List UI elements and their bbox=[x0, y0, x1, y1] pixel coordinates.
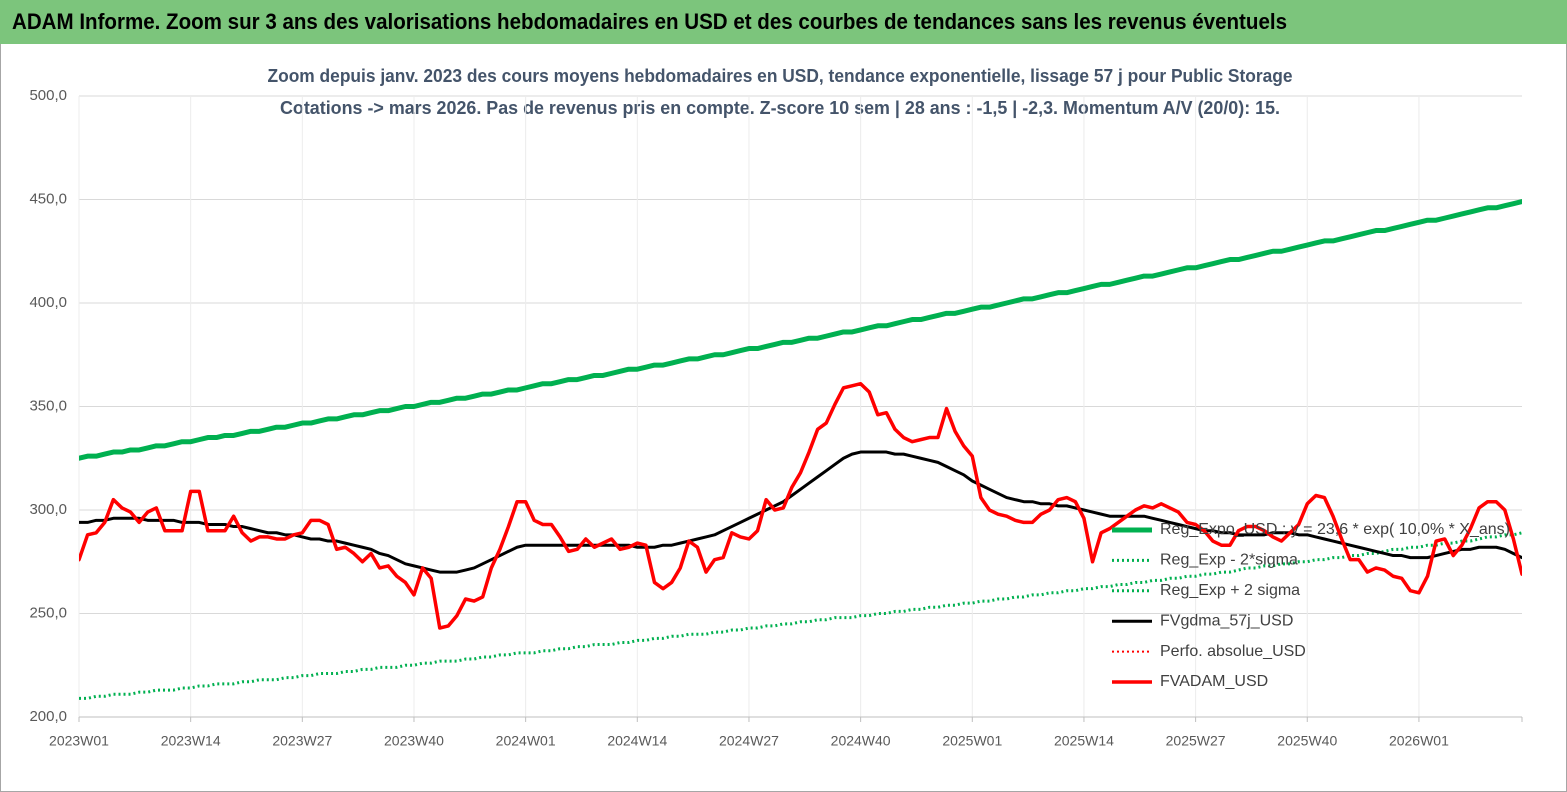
legend-label: Reg_Exp + 2 sigma bbox=[1160, 582, 1300, 599]
y-tick-label: 450,0 bbox=[29, 190, 67, 207]
chart-title: ADAM Informe. Zoom sur 3 ans des valoris… bbox=[12, 9, 1287, 34]
y-tick-label: 500,0 bbox=[29, 87, 67, 104]
x-tick-label: 2024W01 bbox=[496, 733, 556, 749]
x-tick-label: 2024W27 bbox=[719, 733, 779, 749]
x-tick-label: 2024W14 bbox=[607, 733, 667, 749]
x-tick-label: 2023W27 bbox=[272, 733, 332, 749]
chart-subtitle: Zoom depuis janv. 2023 des cours moyens … bbox=[268, 66, 1293, 86]
series-line bbox=[79, 531, 1522, 700]
series-line bbox=[79, 450, 1522, 574]
legend-label: Reg_Expo_USD : y = 23,6 * exp( 10,0% * X… bbox=[1160, 521, 1510, 538]
x-tick-label: 2026W01 bbox=[1389, 733, 1449, 749]
legend-label: FVADAM_USD bbox=[1160, 673, 1268, 690]
y-tick-label: 400,0 bbox=[29, 294, 67, 311]
x-tick-label: 2025W40 bbox=[1277, 733, 1337, 749]
y-tick-label: 350,0 bbox=[29, 397, 67, 414]
x-tick-label: 2023W01 bbox=[49, 733, 109, 749]
x-tick-label: 2025W27 bbox=[1166, 733, 1226, 749]
header-bar bbox=[0, 0, 1567, 44]
y-tick-label: 300,0 bbox=[29, 501, 67, 518]
plot-area bbox=[79, 199, 1522, 700]
series-line bbox=[79, 381, 1522, 630]
series-line bbox=[79, 199, 1522, 461]
x-tick-label: 2024W40 bbox=[831, 733, 891, 749]
y-tick-label: 250,0 bbox=[29, 604, 67, 621]
legend-label: Reg_Exp - 2*sigma bbox=[1160, 552, 1298, 569]
legend-label: FVgdma_57j_USD bbox=[1160, 612, 1293, 629]
x-tick-label: 2025W14 bbox=[1054, 733, 1114, 749]
x-tick-label: 2023W14 bbox=[161, 733, 221, 749]
legend: Reg_Expo_USD : y = 23,6 * exp( 10,0% * X… bbox=[1112, 521, 1510, 690]
x-tick-label: 2023W40 bbox=[384, 733, 444, 749]
legend-label: Perfo. absolue_USD bbox=[1160, 643, 1306, 660]
x-tick-label: 2025W01 bbox=[942, 733, 1002, 749]
y-tick-label: 200,0 bbox=[29, 708, 67, 725]
axes: 200,0 250,0 300,0 350,0 400,0 450,0 500,0 2023W… bbox=[29, 87, 1523, 749]
chart-subtitle: Cotations -> mars 2026. Pas de revenus p… bbox=[280, 98, 1280, 118]
